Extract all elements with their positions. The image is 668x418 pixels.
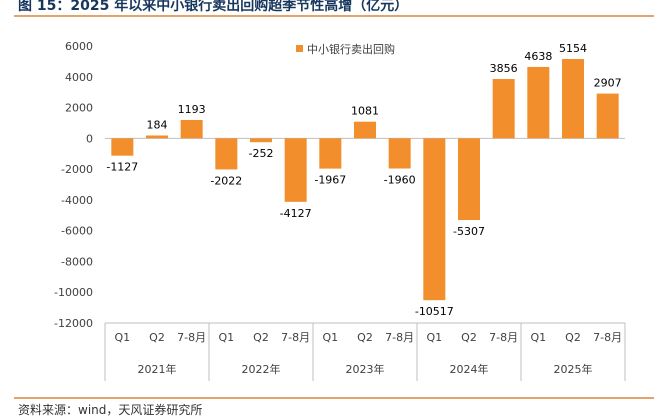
bar: [319, 138, 342, 169]
y-tick-label: 4000: [65, 71, 93, 84]
data-label: -10517: [415, 305, 454, 318]
data-label: -5307: [453, 225, 485, 238]
y-tick-label: -8000: [61, 255, 93, 268]
y-tick-label: -10000: [54, 286, 93, 299]
x-tick-label: Q2: [357, 331, 373, 344]
x-tick-label: Q2: [461, 331, 477, 344]
data-label: -4127: [280, 207, 312, 220]
bar: [284, 138, 307, 202]
x-tick-label: Q2: [565, 331, 581, 344]
y-tick-label: -2000: [61, 163, 93, 176]
x-tick-label: 7-8月: [177, 331, 206, 344]
source-note: 资料来源：wind，天风证券研究所: [18, 403, 203, 417]
data-label: -1967: [314, 174, 346, 187]
bar: [388, 138, 411, 169]
bar: [596, 93, 619, 139]
x-tick-label: Q1: [218, 331, 234, 344]
bar: [250, 138, 272, 143]
bar: [527, 66, 550, 139]
y-tick-label: 2000: [65, 102, 93, 115]
bottom-rule: [14, 397, 654, 399]
y-tick-label: 6000: [65, 40, 93, 53]
data-label: 4638: [524, 50, 552, 63]
group-label: 2024年: [450, 362, 489, 376]
data-label: -2022: [210, 174, 242, 187]
group-label: 2022年: [242, 362, 281, 376]
bar: [562, 59, 584, 139]
y-tick-label: -4000: [61, 194, 93, 207]
x-tick-label: 7-8月: [281, 331, 310, 344]
group-label: 2023年: [346, 362, 385, 376]
bar: [423, 138, 446, 301]
bar: [180, 119, 203, 139]
bar: [354, 121, 376, 139]
top-rule: [14, 15, 654, 17]
x-tick-label: Q1: [114, 331, 130, 344]
data-label: -1127: [106, 161, 138, 174]
figure-title: 图 15：2025 年以来中小银行卖出回购超季节性高增（亿元）: [18, 0, 409, 14]
data-label: 184: [147, 119, 168, 132]
bar: [146, 135, 168, 139]
x-tick-label: 7-8月: [593, 331, 622, 344]
x-tick-label: 7-8月: [385, 331, 414, 344]
legend-swatch: [296, 45, 303, 52]
x-tick-label: Q1: [322, 331, 338, 344]
bar: [458, 138, 480, 221]
bar: [492, 78, 515, 139]
group-label: 2021年: [138, 362, 177, 376]
data-label: -252: [249, 147, 274, 160]
data-label: 1193: [178, 103, 206, 116]
x-tick-label: 7-8月: [489, 331, 518, 344]
y-tick-label: -6000: [61, 225, 93, 238]
data-label: -1960: [384, 173, 416, 186]
data-label: 2907: [594, 77, 622, 90]
data-label: 3856: [490, 62, 518, 75]
x-tick-label: Q2: [149, 331, 165, 344]
x-tick-label: Q1: [426, 331, 442, 344]
bar: [215, 138, 238, 170]
data-label: 5154: [559, 42, 587, 55]
y-tick-label: -12000: [54, 317, 93, 330]
legend-label: 中小银行卖出回购: [307, 42, 395, 56]
x-tick-label: Q2: [253, 331, 269, 344]
data-label: 1081: [351, 105, 379, 118]
x-tick-label: Q1: [530, 331, 546, 344]
y-tick-label: 0: [86, 132, 93, 145]
group-label: 2025年: [554, 362, 593, 376]
bar: [111, 138, 134, 156]
